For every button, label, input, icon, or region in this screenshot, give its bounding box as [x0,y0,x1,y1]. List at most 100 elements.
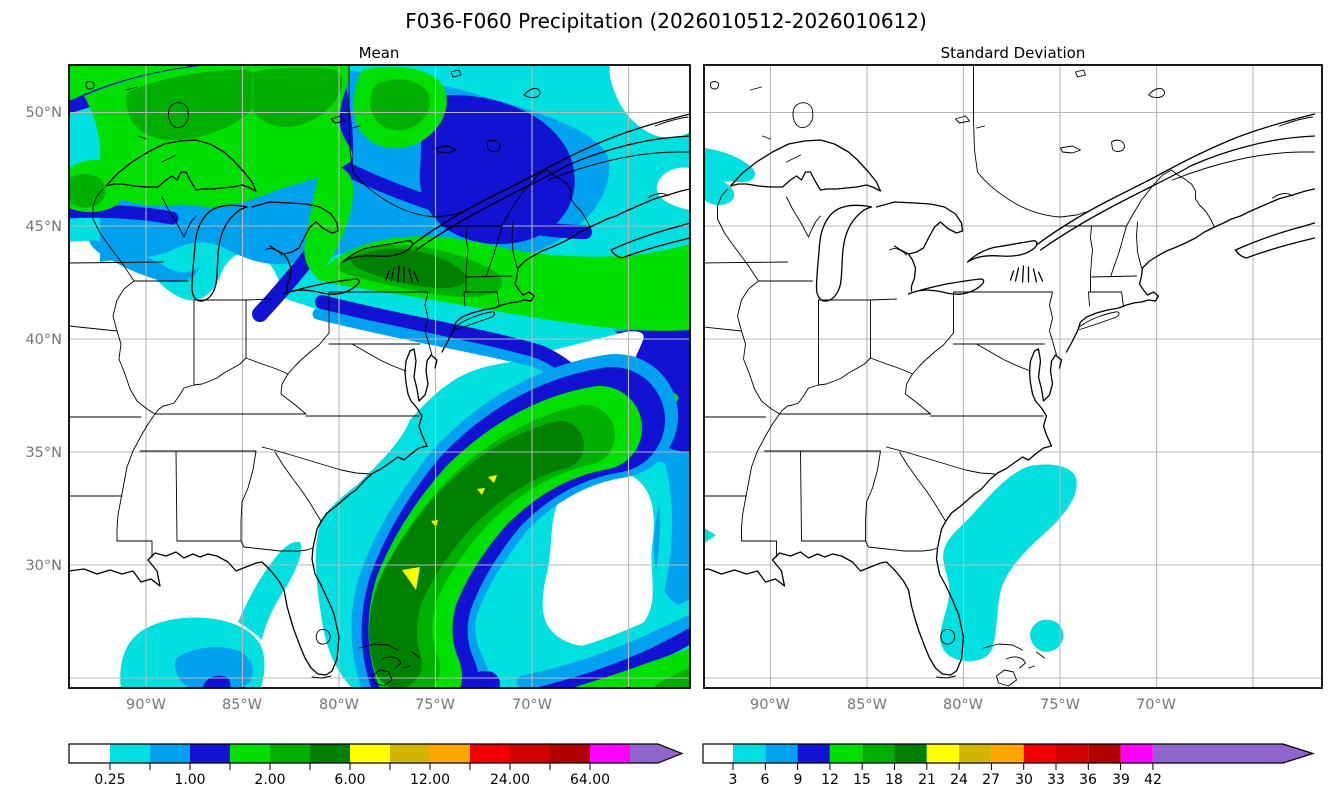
contour-green3-ny-core [351,248,467,288]
cb-label: 39 [1112,772,1130,788]
cb-ticks [732,763,1154,770]
ring-lightblue [517,615,690,688]
cb-label: 2.00 [254,772,285,788]
cb-arrow [1152,744,1313,763]
cb-label: 15 [853,772,871,788]
cb-label: 42 [1144,772,1162,788]
white-hole-atlantic [542,466,654,647]
cb-label: 18 [885,772,903,788]
contour-green-connector [304,164,354,278]
mean-colorbar: 0.25 1.00 2.00 6.00 12.00 24.00 64.00 [68,743,684,788]
cb-label: 24 [950,772,968,788]
cb-seg [350,744,390,763]
cb-label: 36 [1079,772,1097,788]
cb-label: 24.00 [490,772,530,788]
cb-seg [733,744,766,763]
cb-seg [270,744,310,763]
banana-green3 [368,421,584,688]
std-contour-fills [704,148,1077,662]
std-cyan-small-blob [1030,619,1064,652]
std-cyan-superior [704,148,755,206]
cb-std-labels: 3 6 9 12 15 18 21 24 27 30 33 36 39 42 [729,772,1162,788]
mean-axes-border [68,64,691,689]
cb-seg [862,744,895,763]
std-colorbar: 3 6 9 12 15 18 21 24 27 30 33 36 39 42 [702,743,1315,788]
cb-seg [1023,744,1056,763]
contour-lightblue-tongue [89,210,269,283]
band-blue-ny-north [337,161,592,239]
lat-label-30n: 30°N [25,558,62,574]
cb-ticks [109,763,591,770]
cb-arrow [630,744,682,763]
cb-seg [1056,744,1089,763]
contour-cyan-gulf [120,541,302,688]
cb-seg [765,744,798,763]
ring-cyan [509,600,690,675]
lon-label-85w: 85°W [222,697,262,713]
lon-label-80w: 80°W [943,697,983,713]
cb-seg [991,744,1024,763]
cb-seg [150,744,190,763]
lon-label-80w: 80°W [319,697,359,713]
cb-seg [230,744,270,763]
cb-seg [926,744,960,763]
std-coastlines [704,65,1316,687]
cb-label: 33 [1047,772,1065,788]
cb-label: 6.00 [334,772,365,788]
cb-seg [190,744,230,763]
lon-label-70w: 70°W [512,697,552,713]
cb-seg [550,744,590,763]
mean-panel-title: Mean [359,44,400,62]
cb-seg [310,744,350,763]
lat-label-35n: 35°N [25,445,62,461]
mean-panel: Mean 50°N 45°N 40°N 35°N 30°N 90°W 85°W … [25,44,691,713]
lon-label-75w: 75°W [415,697,455,713]
cb-outline [68,743,684,764]
cb-label: 9 [794,772,803,788]
std-cyan-tiny-edge [704,528,716,543]
contour-blue-strait [464,671,500,688]
mean-lat-labels: 50°N 45°N 40°N 35°N 30°N [25,105,62,574]
cb-label: 27 [982,772,1000,788]
std-panel-title: Standard Deviation [941,44,1086,62]
lat-label-50n: 50°N [25,105,62,121]
contour-yellow-specks [402,475,497,590]
contour-green-topleft [69,65,196,101]
cb-seg [894,744,927,763]
lat-label-40n: 40°N [25,332,62,348]
lon-label-70w: 70°W [1136,697,1176,713]
cb-seg [430,744,470,763]
lat-label-45n: 45°N [25,219,62,235]
std-gridlines [704,65,1322,688]
lon-label-90w: 90°W [750,697,790,713]
mean-contour-fills [69,65,690,688]
cb-seg [590,744,630,763]
cb-label: 12 [821,772,839,788]
cb-seg [510,744,550,763]
cb-label: 21 [918,772,936,788]
lon-label-75w: 75°W [1040,697,1080,713]
cb-seg [390,744,430,763]
cb-seg [1088,744,1121,763]
cb-seg [797,744,830,763]
cb-seg [703,744,733,763]
contour-green2-east-core [370,79,431,131]
std-lon-labels: 90°W 85°W 80°W 75°W 70°W [750,697,1176,713]
figure-title: F036-F060 Precipitation (2026010512-2026… [405,9,927,33]
std-cyan-offshore [940,464,1077,662]
cb-seg [470,744,510,763]
cb-label: 1.00 [174,772,205,788]
mean-gridlines [69,65,690,688]
cb-seg [69,744,110,763]
mean-lon-labels: 90°W 85°W 80°W 75°W 70°W [126,697,552,713]
cb-seg [829,744,863,763]
cb-label: 0.25 [94,772,125,788]
contour-blue-gulf [202,675,231,688]
cb-seg [110,744,150,763]
band-blue-left-lower [69,204,179,225]
cb-seg [1120,744,1153,763]
lon-label-85w: 85°W [847,697,887,713]
cb-label: 30 [1015,772,1033,788]
